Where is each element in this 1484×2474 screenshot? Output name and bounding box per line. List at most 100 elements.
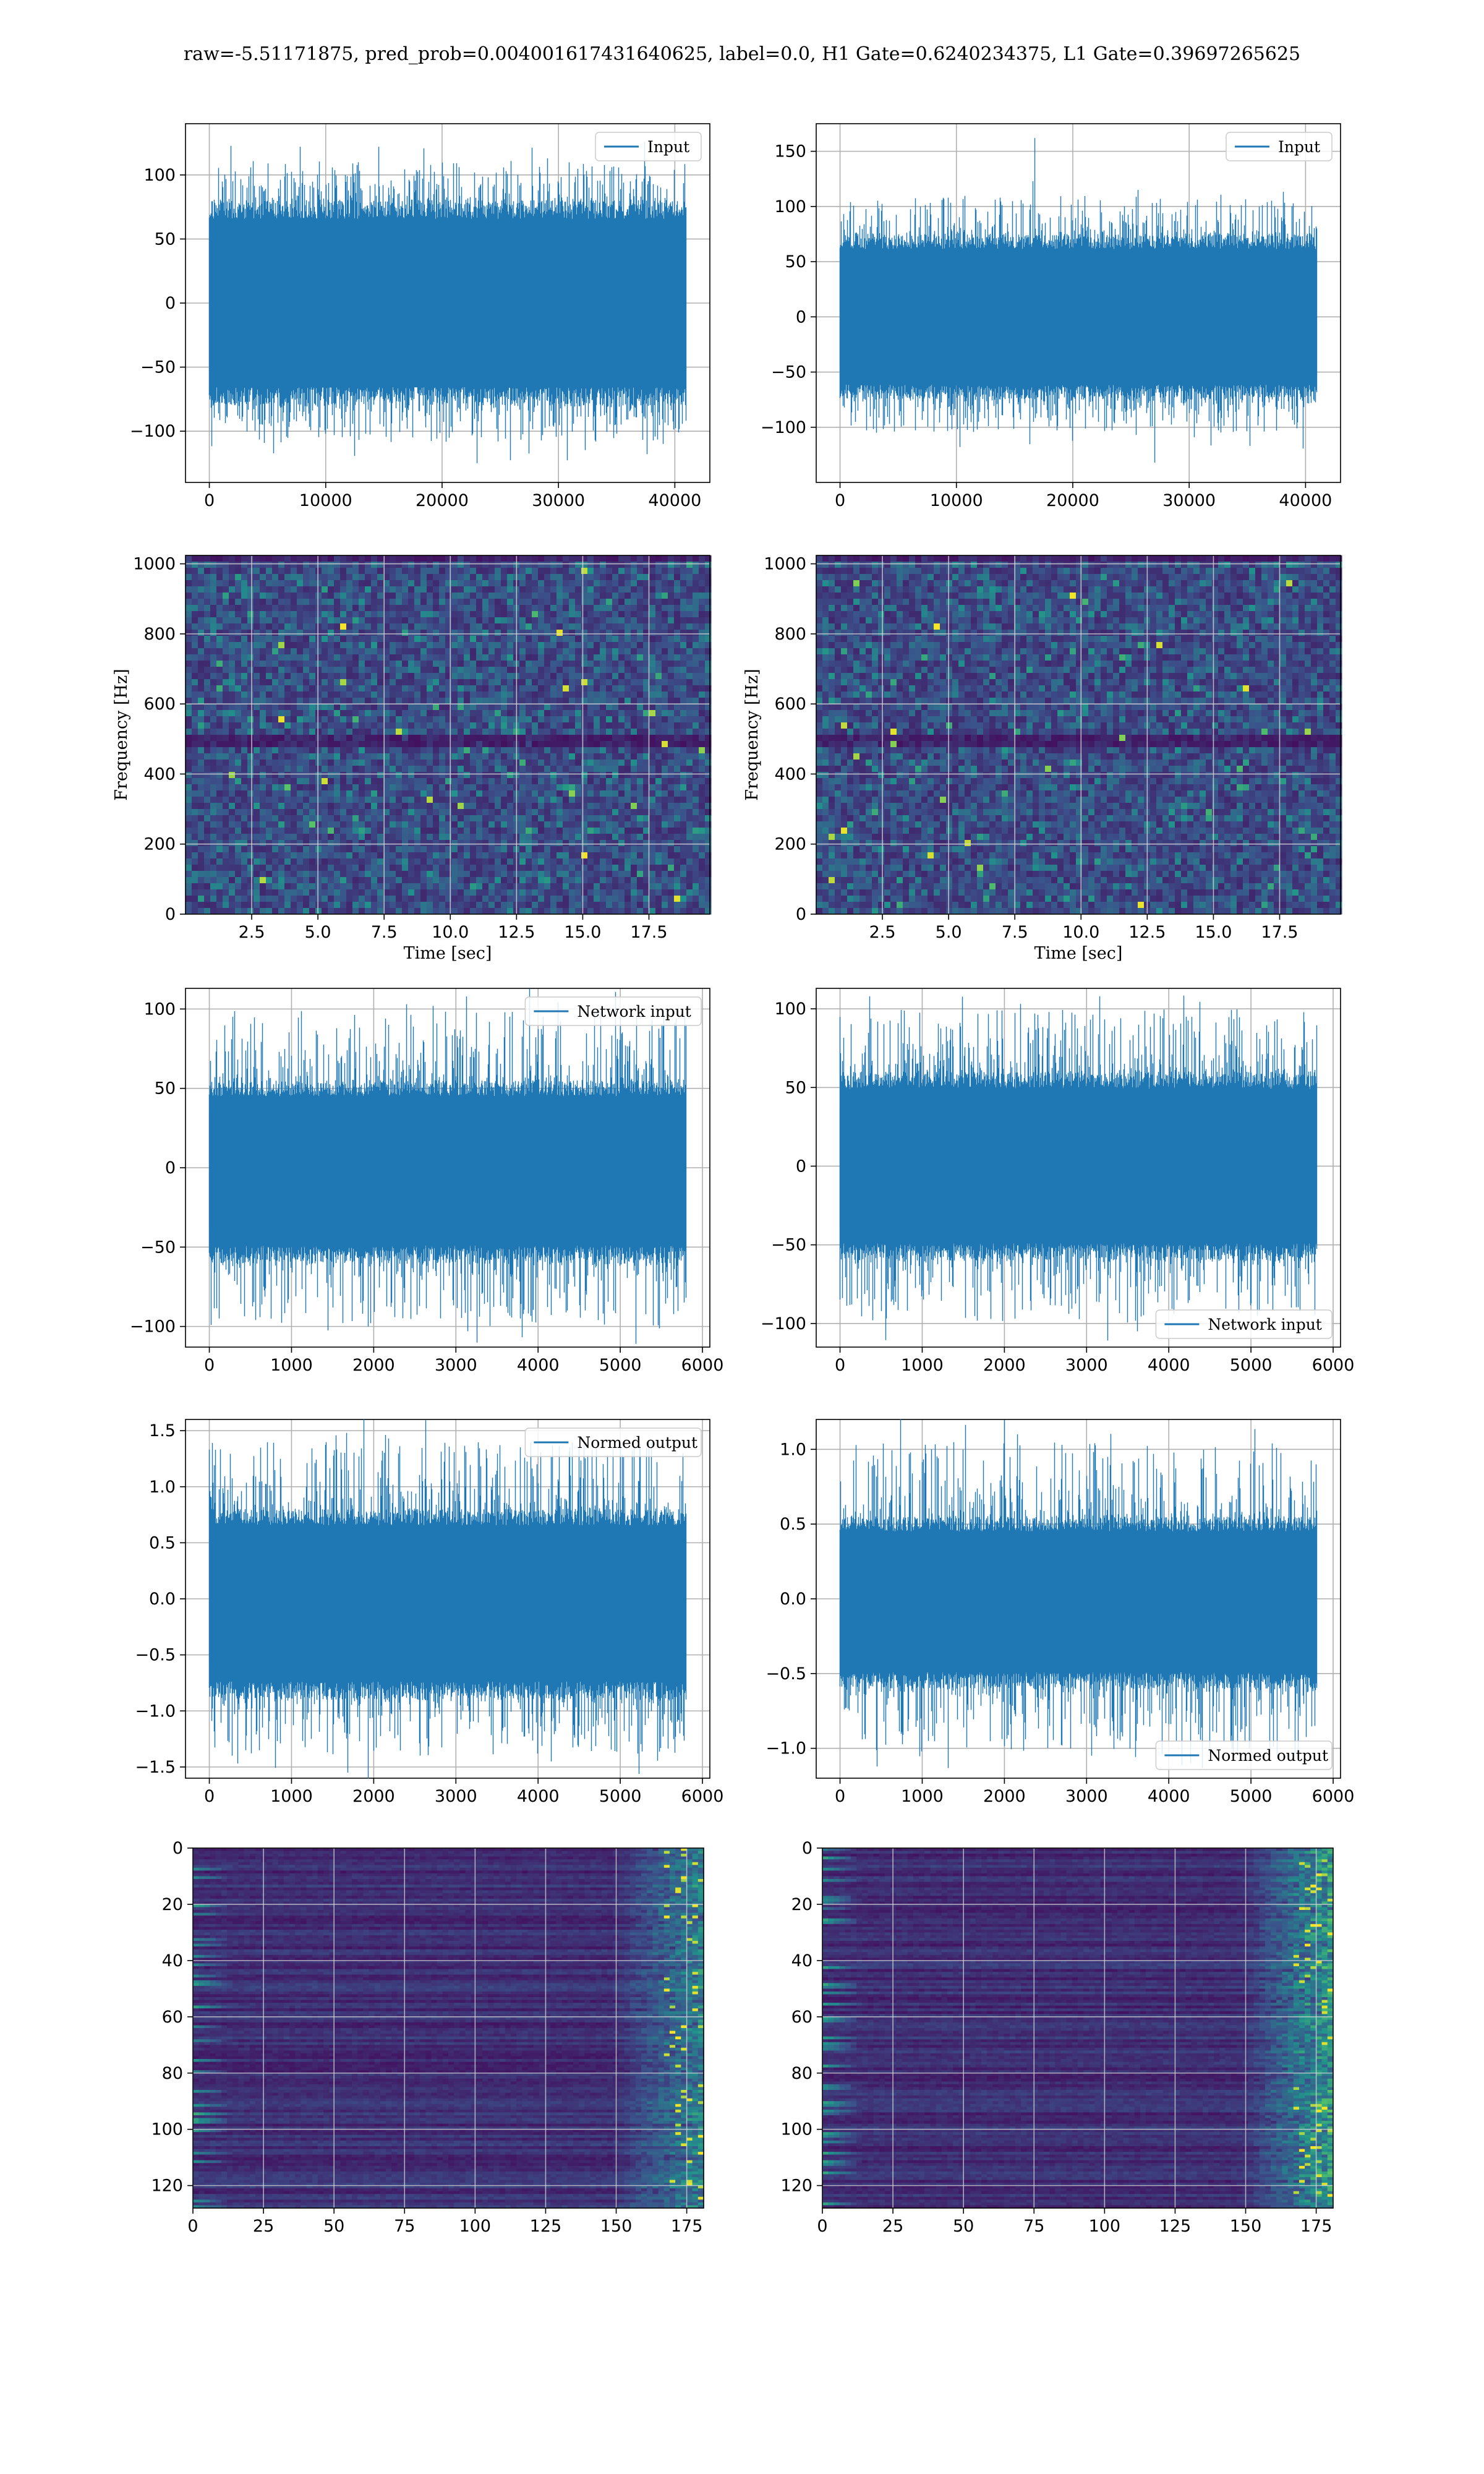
heatmap-cell <box>427 617 433 624</box>
heatmap-cell <box>303 883 310 890</box>
heatmap-cell <box>272 902 279 909</box>
heatmap-cell <box>235 698 242 704</box>
heatmap-cell <box>519 679 526 686</box>
heatmap-cell <box>501 729 508 735</box>
heatmap-cell <box>433 760 440 766</box>
heatmap-cell <box>254 599 260 606</box>
heatmap-cell <box>229 790 236 797</box>
heatmap-cell <box>519 630 526 636</box>
heatmap-cell <box>532 772 539 779</box>
heatmap-cell <box>674 648 681 655</box>
heatmap-cell <box>340 797 347 803</box>
heatmap-cell <box>550 555 557 562</box>
heatmap-cell <box>229 840 236 847</box>
heatmap-cell <box>266 599 273 606</box>
heatmap-cell <box>284 852 291 859</box>
heatmap-cell <box>625 704 631 711</box>
heatmap-cell <box>377 562 384 568</box>
heatmap-cell <box>649 753 656 760</box>
heatmap-cell <box>346 858 353 865</box>
heatmap-cell <box>365 605 372 612</box>
heatmap-cell <box>260 902 267 909</box>
heatmap-cell <box>581 648 588 655</box>
heatmap-cell <box>223 729 229 735</box>
heatmap-cell <box>260 648 267 655</box>
heatmap-cell <box>612 729 619 735</box>
heatmap-cell <box>309 735 316 742</box>
heatmap-cell <box>291 593 297 599</box>
heatmap-cell <box>705 840 712 847</box>
heatmap-cell <box>254 574 260 581</box>
heatmap-cell <box>272 599 279 606</box>
heatmap-cell <box>575 580 582 587</box>
heatmap-cell <box>488 630 495 636</box>
heatmap-cell <box>686 568 693 575</box>
heatmap-cell <box>229 698 236 704</box>
heatmap-cell <box>575 555 582 562</box>
heatmap-cell <box>686 611 693 618</box>
heatmap-cell <box>229 883 236 890</box>
heatmap-cell <box>556 828 563 834</box>
heatmap-cell <box>439 790 446 797</box>
heatmap-cell <box>247 852 254 859</box>
heatmap-cell <box>223 840 229 847</box>
heatmap-cell <box>198 741 205 748</box>
heatmap-cell <box>278 691 285 698</box>
heatmap-cell <box>594 667 600 674</box>
heatmap-cell <box>198 766 205 773</box>
heatmap-cell <box>254 661 260 667</box>
heatmap-cell <box>631 865 638 871</box>
heatmap-cell <box>266 902 273 909</box>
heatmap-cell <box>254 704 260 711</box>
heatmap-cell <box>229 803 236 810</box>
heatmap-cell <box>192 883 198 890</box>
heatmap-cell <box>414 858 421 865</box>
heatmap-cell <box>260 673 267 680</box>
heatmap-cell <box>476 623 483 630</box>
heatmap-cell <box>668 840 675 847</box>
heatmap-cell <box>204 642 211 649</box>
heatmap-cell <box>587 729 594 735</box>
heatmap-cell <box>538 654 545 661</box>
heatmap-cell <box>519 877 526 884</box>
heatmap-cell <box>396 871 403 878</box>
heatmap-cell <box>260 704 267 711</box>
heatmap-cell <box>396 716 403 723</box>
heatmap-cell <box>266 896 273 902</box>
heatmap-cell <box>625 673 631 680</box>
heatmap-cell <box>334 667 341 674</box>
heatmap-cell <box>594 741 600 748</box>
heatmap-cell <box>612 580 619 587</box>
heatmap-cell <box>359 580 365 587</box>
heatmap-cell <box>594 642 600 649</box>
heatmap-cell <box>538 815 545 822</box>
heatmap-cell <box>371 685 378 692</box>
heatmap-cell <box>272 691 279 698</box>
heatmap-cell <box>705 642 712 649</box>
heatmap-cell <box>334 908 341 915</box>
heatmap-cell <box>427 883 433 890</box>
heatmap-cell <box>538 661 545 667</box>
heatmap-cell <box>693 623 699 630</box>
heatmap-cell <box>674 778 681 785</box>
heatmap-cell <box>606 617 613 624</box>
heatmap-cell <box>365 889 372 896</box>
heatmap-cell <box>686 661 693 667</box>
heatmap-cell <box>686 593 693 599</box>
heatmap-cell <box>223 568 229 575</box>
heatmap-cell <box>297 821 304 828</box>
heatmap-cell <box>464 599 471 606</box>
heatmap-cell <box>526 846 532 853</box>
heatmap-cell <box>507 908 514 915</box>
heatmap-cell <box>229 729 236 735</box>
heatmap-cell <box>260 568 267 575</box>
heatmap-cell <box>538 704 545 711</box>
heatmap-cell <box>569 698 576 704</box>
heatmap-cell <box>581 617 588 624</box>
heatmap-cell <box>575 648 582 655</box>
heatmap-cell <box>674 617 681 624</box>
heatmap-cell <box>464 605 471 612</box>
heatmap-cell <box>625 698 631 704</box>
heatmap-cell <box>377 617 384 624</box>
heatmap-cell <box>458 852 464 859</box>
